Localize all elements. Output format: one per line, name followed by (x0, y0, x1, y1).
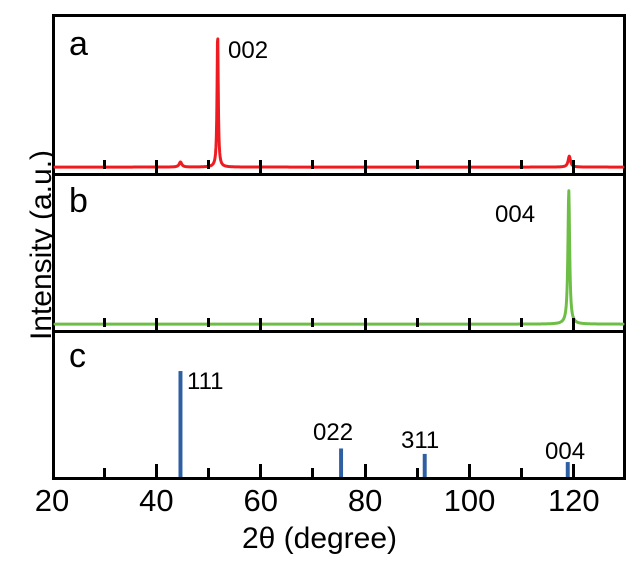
panel-c-stick-311 (422, 453, 427, 477)
panel-c-stick-111 (178, 371, 183, 477)
x-tick-label-120: 120 (547, 483, 600, 518)
x-tick-label-40: 40 (139, 483, 174, 518)
panel-a-curve (53, 37, 625, 169)
panel-b: b 004 (53, 176, 625, 333)
x-tick-label-20: 20 (34, 483, 70, 518)
x-tick-label-100: 100 (443, 483, 496, 518)
x-tick-label-80: 80 (347, 483, 383, 518)
panel-b-letter: b (69, 182, 88, 220)
x-tick-labels: 20 40 60 80 100 120 (0, 484, 639, 522)
panel-a: a 002 (53, 17, 625, 176)
panel-c-stick-label-022: 022 (313, 419, 354, 446)
panel-c-stick-022 (339, 448, 344, 477)
panel-c-stick-004 (565, 462, 570, 477)
x-tick-label-60: 60 (243, 483, 278, 518)
panel-a-letter: a (69, 25, 88, 63)
panel-c-stick-label-311: 311 (401, 427, 440, 454)
panel-c-letter: c (69, 337, 86, 375)
plot-area: a 002 b 004 c 111 022 (52, 14, 626, 480)
panel-a-peak-label-002: 002 (228, 37, 269, 64)
panel-c: c 111 022 311 004 (55, 333, 623, 477)
x-axis-label: 2θ (degree) (241, 522, 398, 555)
panel-c-stick-label-111: 111 (187, 368, 224, 395)
panel-b-curve (53, 189, 625, 326)
panel-c-stick-label-004: 004 (545, 438, 586, 465)
panel-c-sticks (178, 371, 570, 477)
panel-b-peak-label-004: 004 (495, 201, 536, 228)
